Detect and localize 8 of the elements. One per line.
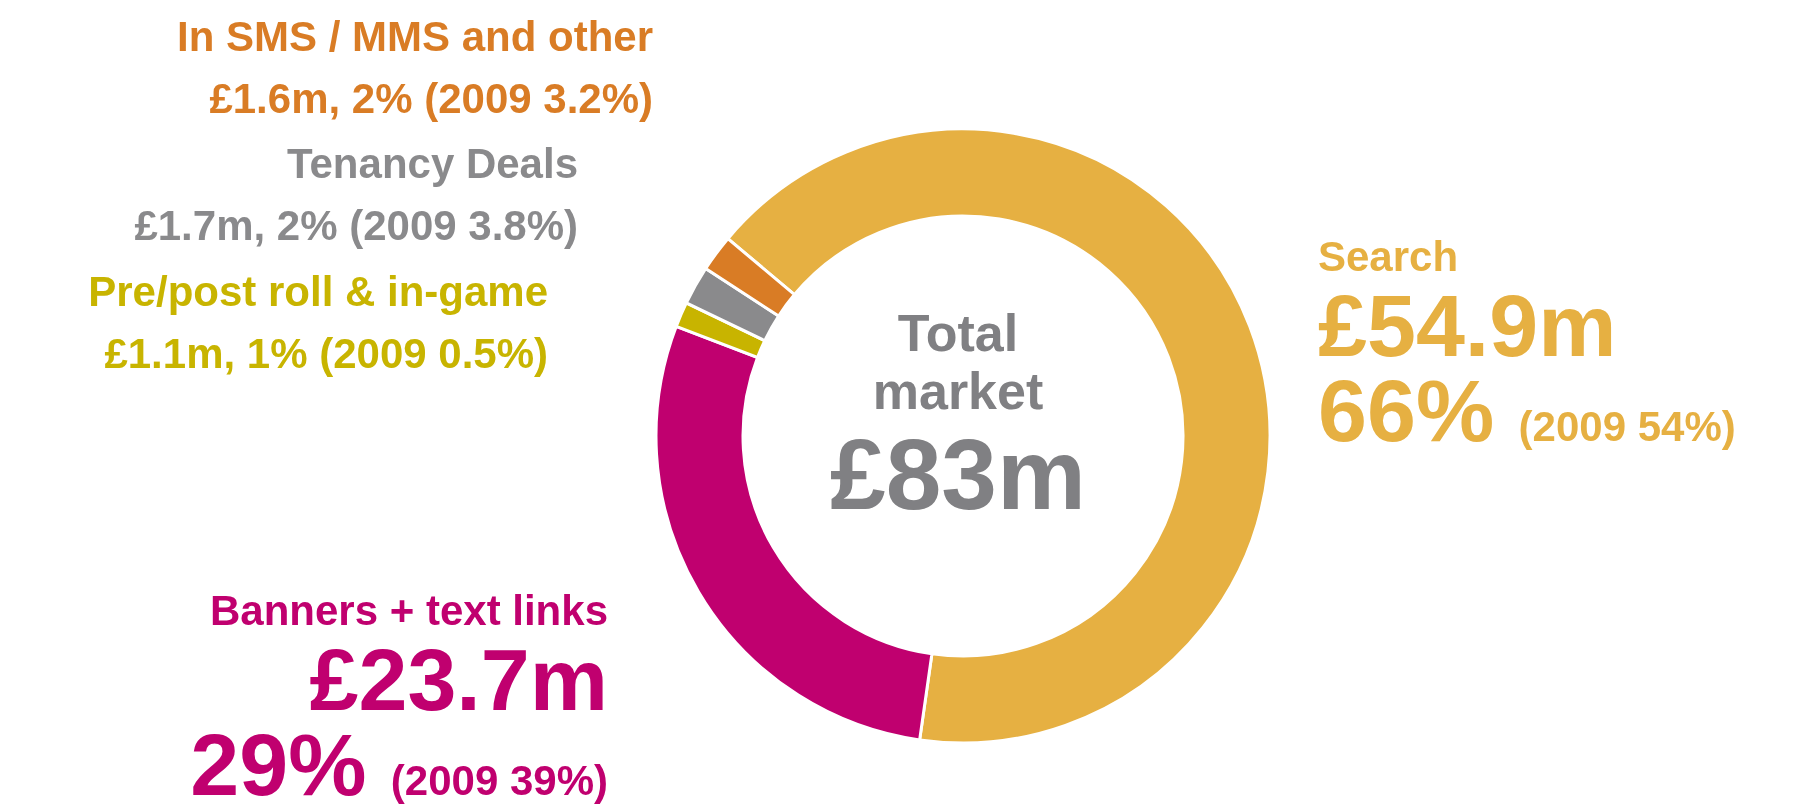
slice-label: Tenancy Deals [286, 140, 578, 187]
text: Total market [872, 304, 1044, 420]
data-label: £1.6m, 2% (2009 3.2%) [209, 75, 653, 122]
slice-label: Pre/post roll & in-game [88, 268, 548, 315]
slice-label: In SMS / MMS and other [176, 13, 653, 60]
data-label: £1.7m, 2% (2009 3.8%) [134, 202, 578, 249]
text: £83m [830, 418, 1086, 530]
data-label: £1.1m, 1% (2009 0.5%) [104, 330, 548, 377]
